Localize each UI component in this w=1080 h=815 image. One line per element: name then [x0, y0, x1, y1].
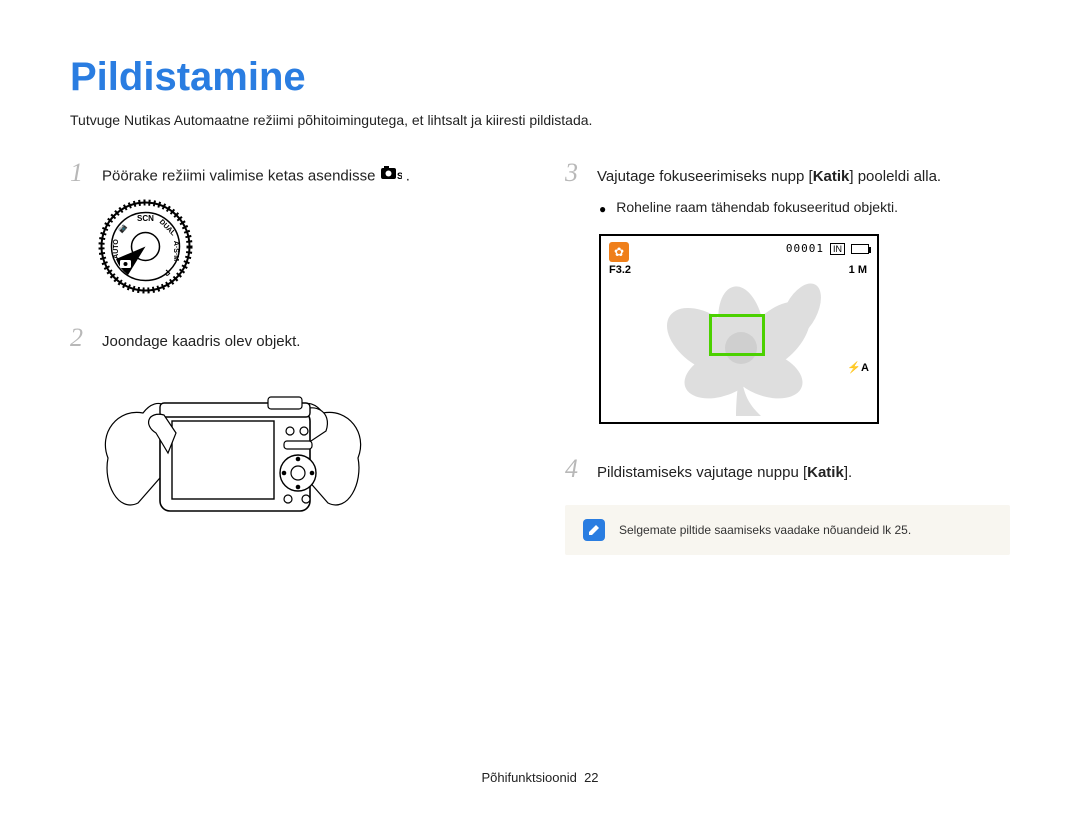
page-subtitle: Tutvuge Nutikas Automaatne režiimi põhit…	[70, 112, 1010, 128]
tip-callout: Selgemate piltide saamiseks vaadake nõua…	[565, 505, 1010, 555]
step-1: 1 Pöörake režiimi valimise ketas asendis…	[70, 158, 515, 189]
step-text: Joondage kaadris olev objekt.	[102, 331, 300, 354]
step-4-post: ].	[844, 464, 852, 481]
step-3-post: ] pooleldi alla.	[849, 168, 941, 185]
svg-text:S: S	[397, 171, 402, 181]
step-3: 3 Vajutage fokuseerimiseks nupp [Katik] …	[565, 158, 1010, 189]
note-icon	[583, 519, 605, 541]
step-2: 2 Joondage kaadris olev objekt.	[70, 323, 515, 354]
aperture-indicator: F3.2	[609, 264, 631, 276]
page-footer: Põhifunktsioonid 22	[0, 770, 1080, 785]
step-3-bold: Katik	[813, 168, 850, 185]
step-4-pre: Pildistamiseks vajutage nuppu [	[597, 464, 807, 481]
step-3-bullet: ● Roheline raam tähendab fokuseeritud ob…	[565, 199, 1010, 221]
lcd-preview-illustration: ✿ 00001 IN F3.2 1 M ⚡A	[599, 234, 1010, 424]
macro-mode-icon: ✿	[609, 242, 629, 262]
step-number: 4	[565, 454, 585, 484]
step-1-period: .	[406, 168, 410, 185]
step-number: 1	[70, 158, 90, 188]
step-number: 3	[565, 158, 585, 188]
battery-icon	[851, 244, 869, 254]
step-number: 2	[70, 323, 90, 353]
camera-hold-illustration	[98, 363, 515, 543]
step-text: Vajutage fokuseerimiseks nupp [Katik] po…	[597, 166, 941, 189]
svg-text:AUTO: AUTO	[113, 238, 120, 258]
page-title: Pildistamine	[70, 55, 1010, 100]
focus-frame	[709, 314, 765, 356]
mode-dial-illustration: SCN DUAL A·S·M P 📷 AUTO	[98, 199, 515, 299]
shot-counter: 00001	[786, 242, 824, 255]
step-1-text: Pöörake režiimi valimise ketas asendisse	[102, 168, 380, 185]
bullet-dot-icon: ●	[599, 199, 606, 221]
svg-text:A·S·M: A·S·M	[172, 241, 179, 261]
image-size-indicator: 1 M	[849, 264, 867, 276]
flash-auto-indicator: ⚡A	[847, 361, 869, 374]
bullet-text: Roheline raam tähendab fokuseeritud obje…	[616, 199, 898, 221]
step-4: 4 Pildistamiseks vajutage nuppu [Katik].	[565, 454, 1010, 485]
footer-section-label: Põhifunktsioonid	[481, 770, 576, 785]
storage-icon: IN	[830, 243, 845, 255]
step-3-pre: Vajutage fokuseerimiseks nupp [	[597, 168, 813, 185]
tip-text: Selgemate piltide saamiseks vaadake nõua…	[619, 523, 911, 537]
step-text: Pöörake režiimi valimise ketas asendisse…	[102, 165, 410, 189]
smart-auto-mode-icon: S	[380, 165, 402, 189]
step-text: Pildistamiseks vajutage nuppu [Katik].	[597, 462, 852, 485]
svg-text:SCN: SCN	[137, 214, 154, 223]
footer-page-number: 22	[584, 770, 598, 785]
step-4-bold: Katik	[807, 464, 844, 481]
content-columns: 1 Pöörake režiimi valimise ketas asendis…	[70, 158, 1010, 567]
